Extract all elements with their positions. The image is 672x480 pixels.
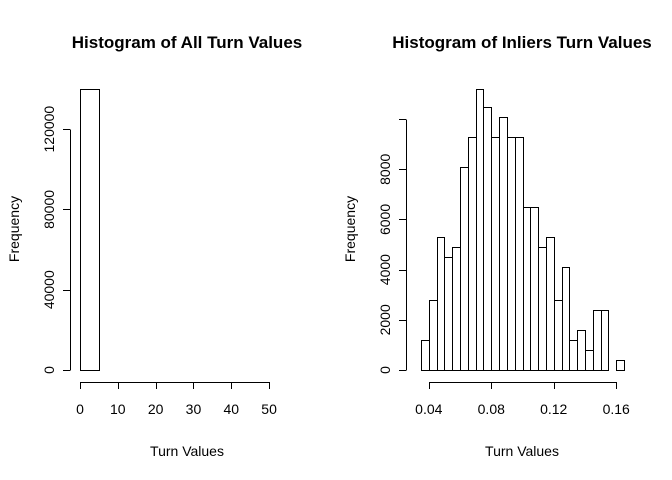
histogram-inliers-title: Histogram of Inliers Turn Values [392,33,651,52]
histogram-inliers-bar [569,340,578,371]
histogram-inliers-bar [562,267,570,371]
histogram-inliers-bar [491,137,500,371]
histogram-inliers-panel: Histogram of Inliers Turn Values Turn Va… [342,33,652,459]
histogram-inliers-bar [616,360,625,371]
histogram-all-bar [80,89,100,371]
histogram-inliers-bar [460,167,469,371]
histogram-inliers-y-axis: 0 2000 4000 6000 8000 [377,119,407,374]
histogram-all-y-tick-label: 80000 [41,190,57,229]
histogram-inliers-bar [530,207,539,371]
histogram-inliers-x-tick-label: 0.04 [415,401,442,417]
histogram-inliers-x-tick-label: 0.16 [603,401,630,417]
histogram-inliers-y-tick-label: 2000 [377,304,393,335]
histogram-all-x-tick-label: 10 [110,401,126,417]
histogram-inliers-bar [515,137,524,371]
histogram-inliers-bar [585,350,594,371]
histogram-inliers-y-tick-label: 0 [377,366,393,374]
histogram-inliers-bar [499,117,508,371]
histogram-all-ylabel: Frequency [6,196,22,262]
histogram-inliers-bar [577,330,586,371]
histogram-all-y-tick-label: 0 [41,366,57,374]
histogram-all-y-axis: 0 40000 80000 120000 [41,106,71,374]
histogram-inliers-y-tick-label: 4000 [377,254,393,285]
histogram-all-panel: Histogram of All Turn Values Turn Values… [6,33,302,459]
histogram-inliers-bar [507,137,516,371]
histogram-all-y-tick-label: 40000 [41,270,57,309]
histogram-inliers-bar [444,257,453,371]
histogram-inliers-y-tick-label: 6000 [377,204,393,235]
histogram-inliers-bar [546,237,555,371]
histogram-inliers-bars [421,89,625,371]
histogram-all-x-tick-label: 20 [148,401,164,417]
histogram-inliers-bar [429,300,438,371]
histogram-inliers-ylabel: Frequency [342,196,358,262]
histogram-inliers-bar [437,237,445,371]
histogram-all-x-tick-label: 40 [223,401,239,417]
histogram-all-bars [80,89,100,371]
histogram-inliers-bar [452,247,461,371]
histogram-all-title: Histogram of All Turn Values [72,33,302,52]
histogram-inliers-xlabel: Turn Values [485,443,559,459]
histogram-inliers-y-tick-label: 8000 [377,154,393,185]
histogram-inliers-bar [593,310,602,371]
histogram-inliers-bar [421,340,430,371]
histogram-all-x-tick-label: 0 [76,401,84,417]
histogram-all-x-tick-label: 30 [186,401,202,417]
histogram-all-x-tick-label: 50 [261,401,277,417]
histogram-all-x-axis: 0 10 20 30 40 50 [76,382,277,417]
histogram-all-y-tick-label: 120000 [41,106,57,153]
histogram-inliers-bar [601,310,609,371]
histogram-inliers-bar [468,137,477,371]
histogram-inliers-x-tick-label: 0.08 [478,401,505,417]
histogram-inliers-x-tick-label: 0.12 [540,401,567,417]
histogram-inliers-bar [523,207,531,371]
histogram-inliers-bar [476,89,484,371]
histogram-inliers-bar [483,107,492,371]
histogram-inliers-x-axis: 0.04 0.08 0.12 0.16 [415,382,630,417]
histogram-all-xlabel: Turn Values [150,443,224,459]
histogram-inliers-bar [538,247,547,371]
histogram-inliers-bar [554,300,563,371]
